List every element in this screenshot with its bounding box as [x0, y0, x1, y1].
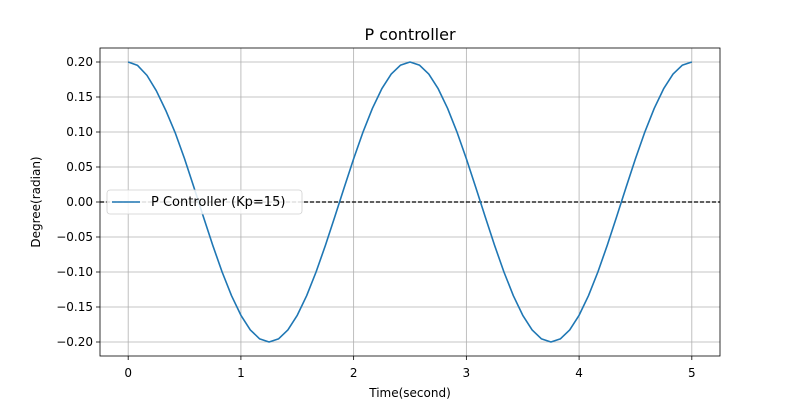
y-tick-label: 0.15: [66, 90, 93, 104]
series-line: [127, 61, 693, 343]
x-axis-label: Time(second): [368, 386, 451, 400]
series-lines: [127, 61, 693, 343]
chart-title: P controller: [364, 25, 455, 44]
x-tick-label: 2: [350, 366, 358, 380]
y-tick-label: 0.20: [66, 55, 93, 69]
x-axis-ticks: 0 1 2 3 4 5: [124, 356, 696, 380]
y-tick-label: 0.10: [66, 125, 93, 139]
y-tick-label: −0.10: [56, 265, 93, 279]
x-tick-label: 1: [237, 366, 245, 380]
y-tick-label: 0.00: [66, 195, 93, 209]
x-tick-label: 3: [463, 366, 471, 380]
y-axis-label: Degree(radian): [29, 156, 43, 247]
legend: P Controller (Kp=15): [106, 189, 303, 215]
x-tick-label: 0: [124, 366, 132, 380]
y-tick-label: −0.15: [56, 300, 93, 314]
legend-box: [106, 189, 303, 215]
y-tick-label: −0.05: [56, 230, 93, 244]
y-axis-ticks: 0.20 0.15 0.10 0.05 0.00 −0.05 −0.10 −0.15 −0.20: [56, 55, 100, 349]
x-tick-label: 5: [688, 366, 696, 380]
legend-label: P Controller (Kp=15): [151, 195, 285, 210]
y-tick-label: 0.05: [66, 160, 93, 174]
x-tick-label: 4: [575, 366, 583, 380]
y-tick-label: −0.20: [56, 335, 93, 349]
